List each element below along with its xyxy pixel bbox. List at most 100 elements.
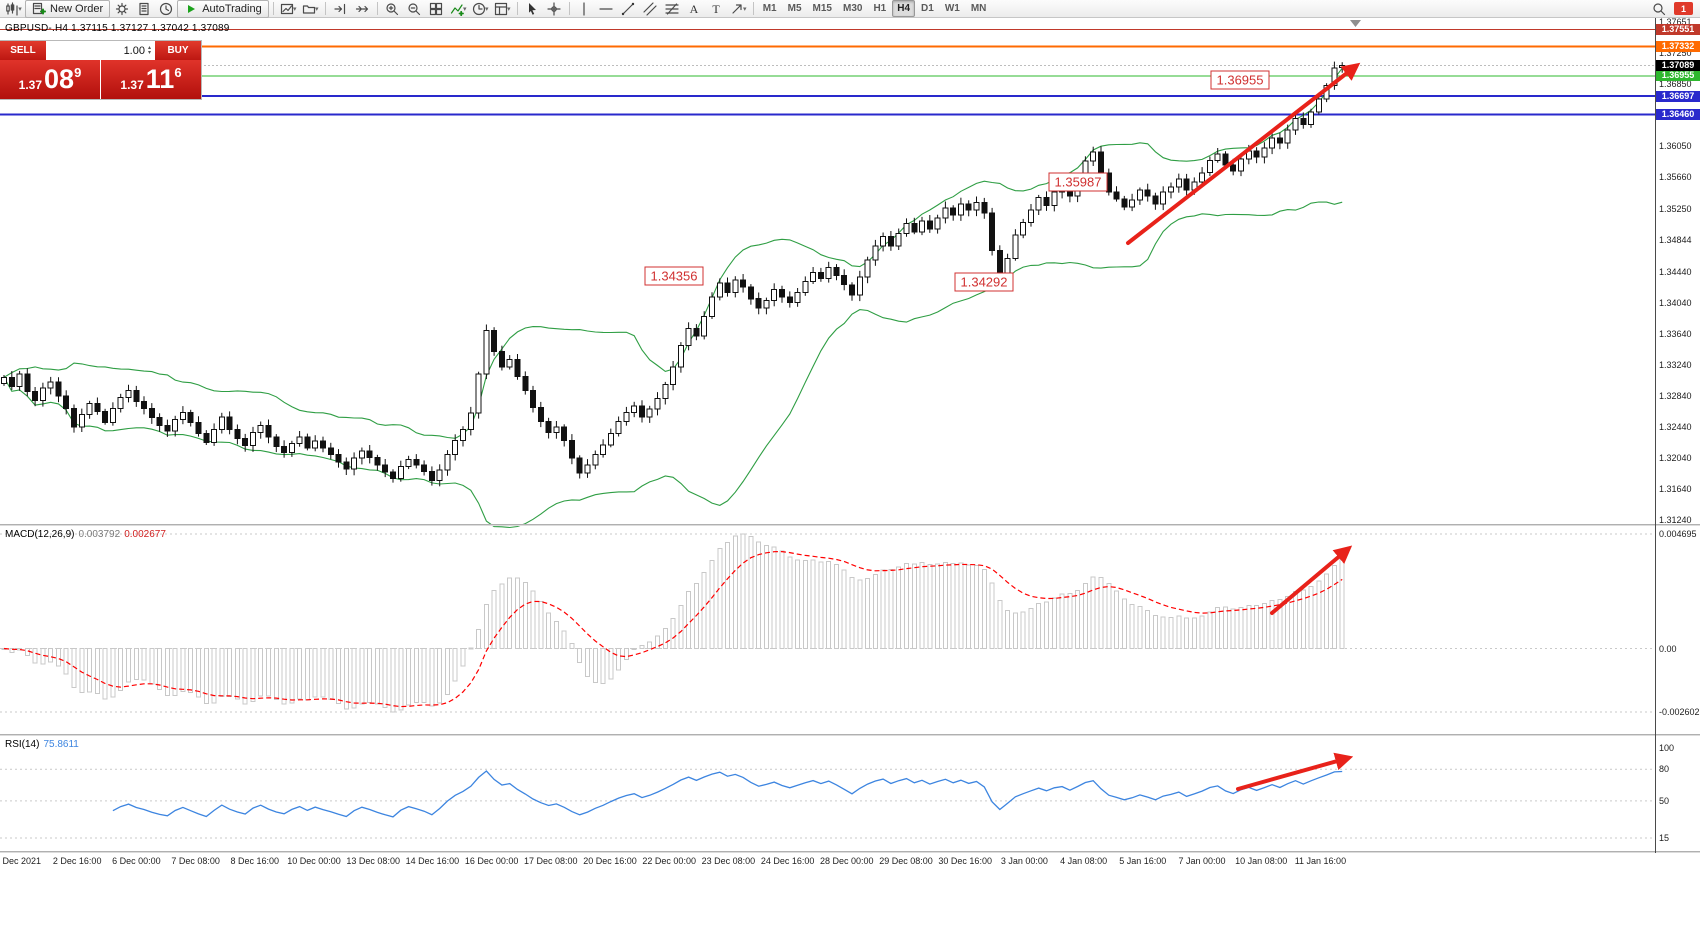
trend-arrow[interactable]: [1126, 62, 1361, 245]
time-axis-label: 2 Dec 16:00: [52, 856, 102, 866]
new-chart-icon[interactable]: ▾: [278, 0, 299, 18]
buy-price-display[interactable]: 1.37 11 6: [101, 60, 201, 99]
zoom-out-icon[interactable]: [404, 0, 425, 18]
macd-histogram: [1, 533, 1345, 713]
text-icon: A: [690, 2, 699, 16]
history-center-icon[interactable]: [155, 0, 176, 18]
timeframe-m5-button[interactable]: M5: [787, 3, 802, 14]
templates-icon[interactable]: ▾: [492, 0, 513, 18]
channel-icon[interactable]: [640, 0, 661, 18]
periods-icon[interactable]: ▾: [470, 0, 491, 18]
panel-separator[interactable]: [0, 734, 1700, 736]
trend-arrow[interactable]: [1270, 545, 1353, 615]
price-scale-tick: 1.35660: [1659, 171, 1692, 182]
price-scale-tick: 1.33640: [1659, 328, 1692, 339]
zoom-in-icon: [386, 2, 399, 15]
toolbar-separator: [568, 2, 570, 15]
price-level-box: 1.37332: [1656, 41, 1700, 53]
panel-separator[interactable]: [0, 524, 1700, 526]
scripts-icon: [139, 2, 149, 15]
chart-shift-icon[interactable]: [330, 0, 351, 18]
panel-separator[interactable]: [0, 851, 1700, 853]
fibonacci-icon[interactable]: [662, 0, 683, 18]
toolbar-separator: [272, 2, 274, 15]
crosshair-icon[interactable]: [544, 0, 565, 18]
profiles-icon[interactable]: ▾: [300, 0, 321, 18]
time-axis-label: 10 Jan 08:00: [1235, 856, 1288, 866]
time-axis-label: 28 Dec 00:00: [820, 856, 874, 866]
new-order-button[interactable]: New Order: [25, 0, 111, 18]
price-level-box: 1.36697: [1656, 90, 1700, 102]
buy-price-prefix: 1.37: [120, 78, 144, 92]
notification-badge[interactable]: 1: [1674, 2, 1693, 15]
volume-input[interactable]: 1.00 ▴ ▾: [47, 41, 154, 60]
horizontal-line-icon[interactable]: [596, 0, 617, 18]
zoom-in-icon[interactable]: [382, 0, 403, 18]
search-icon[interactable]: [1648, 0, 1669, 18]
time-axis-label: 29 Dec 08:00: [879, 856, 933, 866]
timeframe-m30-button[interactable]: M30: [842, 3, 863, 14]
spinner-up-icon[interactable]: ▴: [147, 44, 151, 51]
indicators-icon[interactable]: ▾: [448, 0, 469, 18]
timeframe-mn-button[interactable]: MN: [970, 3, 987, 14]
scripts-icon[interactable]: [133, 0, 154, 18]
chart-shift-marker[interactable]: [1350, 20, 1361, 27]
time-axis[interactable]: 2 Dec 2021 2 Dec 16:00 6 Dec 00:00 7 Dec 08…: [0, 853, 1655, 873]
time-axis-label: 30 Dec 16:00: [938, 856, 992, 866]
timeframe-d1-button[interactable]: D1: [921, 3, 934, 14]
autotrading-button[interactable]: AutoTrading: [177, 0, 269, 18]
time-axis-label: 4 Jan 08:00: [1060, 856, 1108, 866]
horizontal-line-icon: [599, 7, 613, 10]
sell-price-display[interactable]: 1.37 08 9: [0, 60, 100, 99]
templates-icon: [494, 2, 508, 15]
time-axis-label: 7 Dec 08:00: [171, 856, 220, 866]
vertical-line-icon[interactable]: [574, 0, 595, 18]
timeframe-m1-button[interactable]: M1: [762, 3, 777, 14]
timeframe-h1-button[interactable]: H1: [873, 3, 887, 14]
price-annotation[interactable]: 1.34356: [644, 266, 704, 286]
trend-arrow[interactable]: [1236, 752, 1354, 791]
autoscroll-icon: [356, 5, 369, 12]
price-annotation[interactable]: 1.36955: [1210, 70, 1270, 90]
price-annotation[interactable]: 1.35987: [1048, 172, 1108, 192]
timeframe-w1-button[interactable]: W1: [944, 3, 960, 14]
volume-spinner[interactable]: ▴ ▾: [147, 44, 151, 56]
time-axis-label: 14 Dec 16:00: [405, 856, 460, 866]
label-icon[interactable]: T: [706, 0, 727, 18]
time-axis-label: 2 Dec 2021: [0, 856, 42, 866]
buy-button[interactable]: BUY: [154, 41, 201, 60]
expert-advisors-icon[interactable]: [111, 0, 132, 18]
price-level-box: 1.36955: [1656, 70, 1700, 82]
price-divider: [100, 60, 101, 99]
expert-advisors-icon: [115, 2, 128, 15]
trendline-icon[interactable]: [618, 0, 639, 18]
timeframe-h4-button[interactable]: H4: [892, 0, 916, 17]
one-click-trading-panel[interactable]: SELL 1.00 ▴ ▾ BUY 1.37 08 9 1.37 11 6: [0, 41, 201, 99]
arrows-icon[interactable]: ▾: [728, 0, 749, 18]
svg-text:A: A: [690, 2, 699, 16]
trendline-icon: [622, 2, 635, 15]
channel-icon: [643, 1, 657, 16]
dropdown-caret-icon: ▾: [484, 5, 489, 13]
bollinger-lower-band[interactable]: [3, 201, 1343, 529]
chart-menu-icon[interactable]: ▾: [3, 0, 24, 18]
cursor-icon[interactable]: [522, 0, 543, 18]
text-icon[interactable]: A: [684, 0, 705, 18]
time-axis-label: 24 Dec 16:00: [760, 856, 815, 866]
price-scale[interactable]: 1.37651 1.37250 1.36850 1.36050 1.35660 1.352…: [1656, 0, 1700, 938]
price-annotation[interactable]: 1.34292: [954, 272, 1014, 292]
price-scale-tick: 1.36050: [1659, 141, 1692, 152]
autoscroll-icon[interactable]: [352, 0, 373, 18]
price-scale-tick: 1.32040: [1659, 453, 1692, 464]
sell-price-prefix: 1.37: [18, 78, 43, 92]
timeframe-m15-button[interactable]: M15: [812, 3, 832, 14]
rsi-value: 75.8611: [43, 739, 79, 750]
price-scale-tick: 1.34844: [1659, 235, 1692, 246]
volume-value[interactable]: 1.00: [123, 44, 145, 57]
rsi-scale-tick: 15: [1659, 833, 1670, 843]
tile-windows-icon[interactable]: [426, 0, 447, 18]
sell-button[interactable]: SELL: [0, 41, 47, 60]
macd-scale-tick: -0.002602: [1659, 707, 1700, 717]
spinner-down-icon[interactable]: ▾: [147, 49, 151, 56]
